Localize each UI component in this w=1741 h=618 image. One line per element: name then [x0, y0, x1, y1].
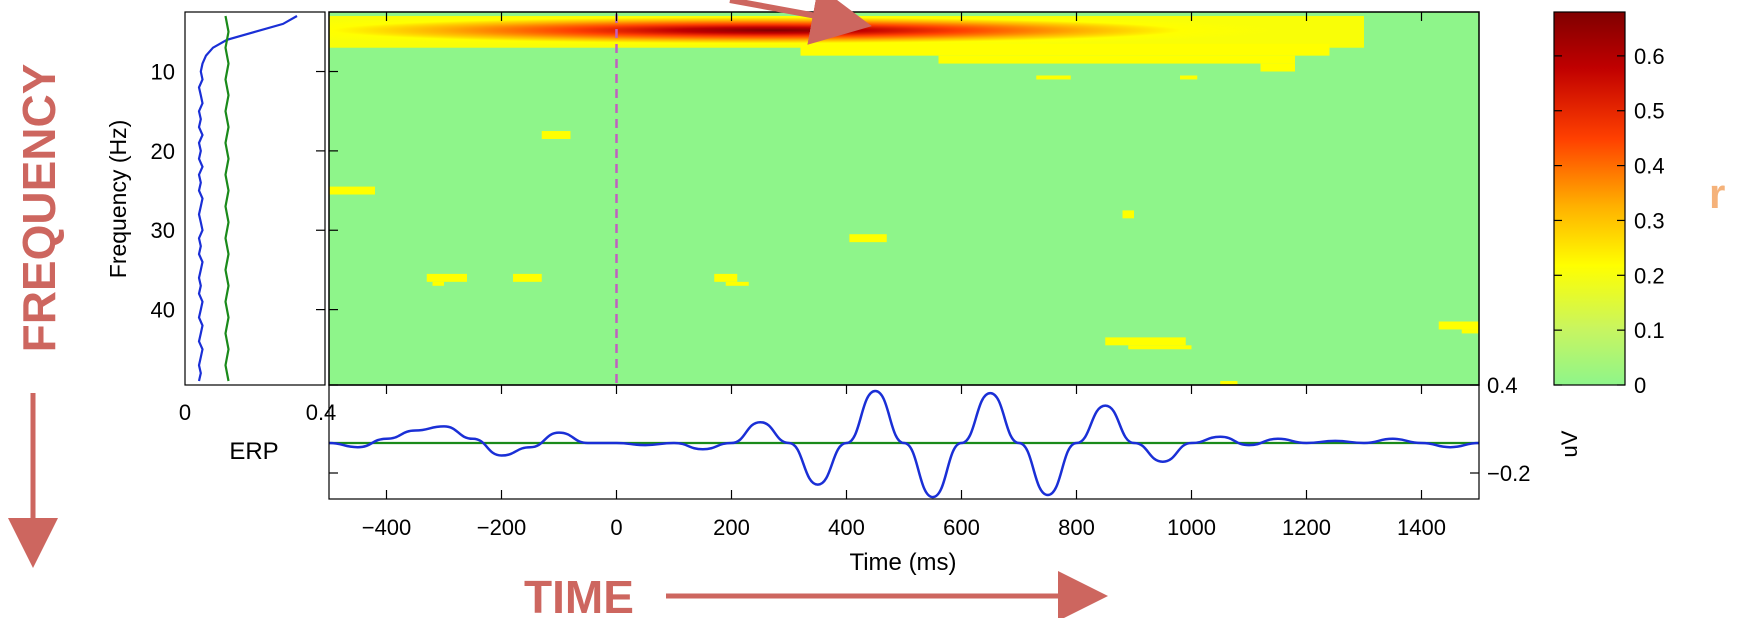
- tf-ytick-label: 30: [151, 218, 175, 243]
- heatmap-blob: [849, 234, 887, 243]
- erp-ytick-label: 0.4: [1487, 373, 1518, 398]
- spectrum-panel: 0 0.4: [179, 11, 337, 425]
- spectrum-frame: [184, 11, 326, 386]
- time-xtick-label: −200: [477, 515, 527, 540]
- heatmap-blob: [938, 55, 1295, 64]
- spectrum-xtick-label: 0.4: [306, 400, 337, 425]
- colorbar-tick-label: 0.1: [1634, 318, 1665, 343]
- erp-frame: [328, 384, 1480, 500]
- r-label: r: [1709, 170, 1725, 217]
- heatmap-blob: [800, 43, 1330, 56]
- colorbar-tick-label: 0.4: [1634, 154, 1665, 179]
- frequency-annotation-label: FREQUENCY: [13, 64, 65, 353]
- time-xtick-label: 1000: [1167, 515, 1216, 540]
- time-frequency-panel: 10 20 30 40 Frequency (Hz): [105, 11, 1480, 386]
- heatmap-blob: [1105, 337, 1186, 346]
- peak-arrow: [729, 0, 872, 45]
- time-xtick-label: 0: [610, 515, 622, 540]
- tf-ytick-label: 40: [151, 298, 175, 323]
- tf-ytick-label: 20: [151, 139, 175, 164]
- time-xtick-label: 1200: [1282, 515, 1331, 540]
- time-axis-label: Time (ms): [849, 549, 956, 576]
- heatmap-blob: [541, 131, 571, 139]
- heatmap-blob: [1461, 329, 1479, 334]
- heatmap-blob: [1128, 345, 1192, 350]
- heatmap-blob: [725, 281, 749, 286]
- erp-ytick-label: −0.2: [1487, 461, 1530, 486]
- tf-ytick-label: 10: [151, 60, 175, 85]
- colorbar-tick-label: 0.2: [1634, 263, 1665, 288]
- colorbar-tick-label: 0.6: [1634, 44, 1665, 69]
- heatmap-blob: [426, 273, 467, 282]
- spectrum-line: [197, 15, 298, 382]
- colorbar-tick-label: 0: [1634, 373, 1646, 398]
- spectrum-significance-line: [224, 15, 230, 382]
- heatmap-blob: [1180, 75, 1198, 80]
- time-xtick-label: −400: [362, 515, 412, 540]
- colorbar-panel: 0 0.1 0.2 0.3 0.4 0.5 0.6: [1553, 11, 1665, 398]
- time-frequency-background: [329, 12, 1479, 385]
- erp-unit-label: uV: [1557, 430, 1582, 457]
- colorbar-tick-label: 0.3: [1634, 208, 1665, 233]
- heatmap-blob: [1122, 210, 1134, 219]
- time-xtick-label: 200: [713, 515, 750, 540]
- time-xtick-label: 800: [1058, 515, 1095, 540]
- heatmap-blob: [432, 281, 444, 286]
- colorbar-tick-label: 0.5: [1634, 99, 1665, 124]
- heatmap-blob: [714, 273, 738, 282]
- colorbar-gradient: [1553, 11, 1626, 386]
- time-annotation: TIME: [524, 571, 1108, 618]
- time-xtick-label: 400: [828, 515, 865, 540]
- heatmap-blob: [329, 186, 375, 195]
- erp-panel: −400 −200 0 200 400 600 800 1000 1200 1400 0.4 −0.…: [229, 373, 1582, 576]
- frequency-annotation: FREQUENCY: [8, 64, 65, 568]
- time-annotation-label: TIME: [524, 571, 634, 618]
- heatmap-blob: [1220, 381, 1238, 385]
- heatmap-blob: [513, 273, 542, 282]
- frequency-axis-label: Frequency (Hz): [105, 120, 131, 278]
- heatmap-blob: [1438, 321, 1479, 330]
- erp-waveform: [329, 389, 1479, 499]
- heatmap-blob: [1036, 75, 1071, 80]
- time-xtick-label: 600: [943, 515, 980, 540]
- erp-label: ERP: [229, 438, 278, 465]
- heatmap-blob: [1260, 63, 1295, 72]
- time-xtick-label: 1400: [1397, 515, 1446, 540]
- spectrum-xtick-label: 0: [179, 400, 191, 425]
